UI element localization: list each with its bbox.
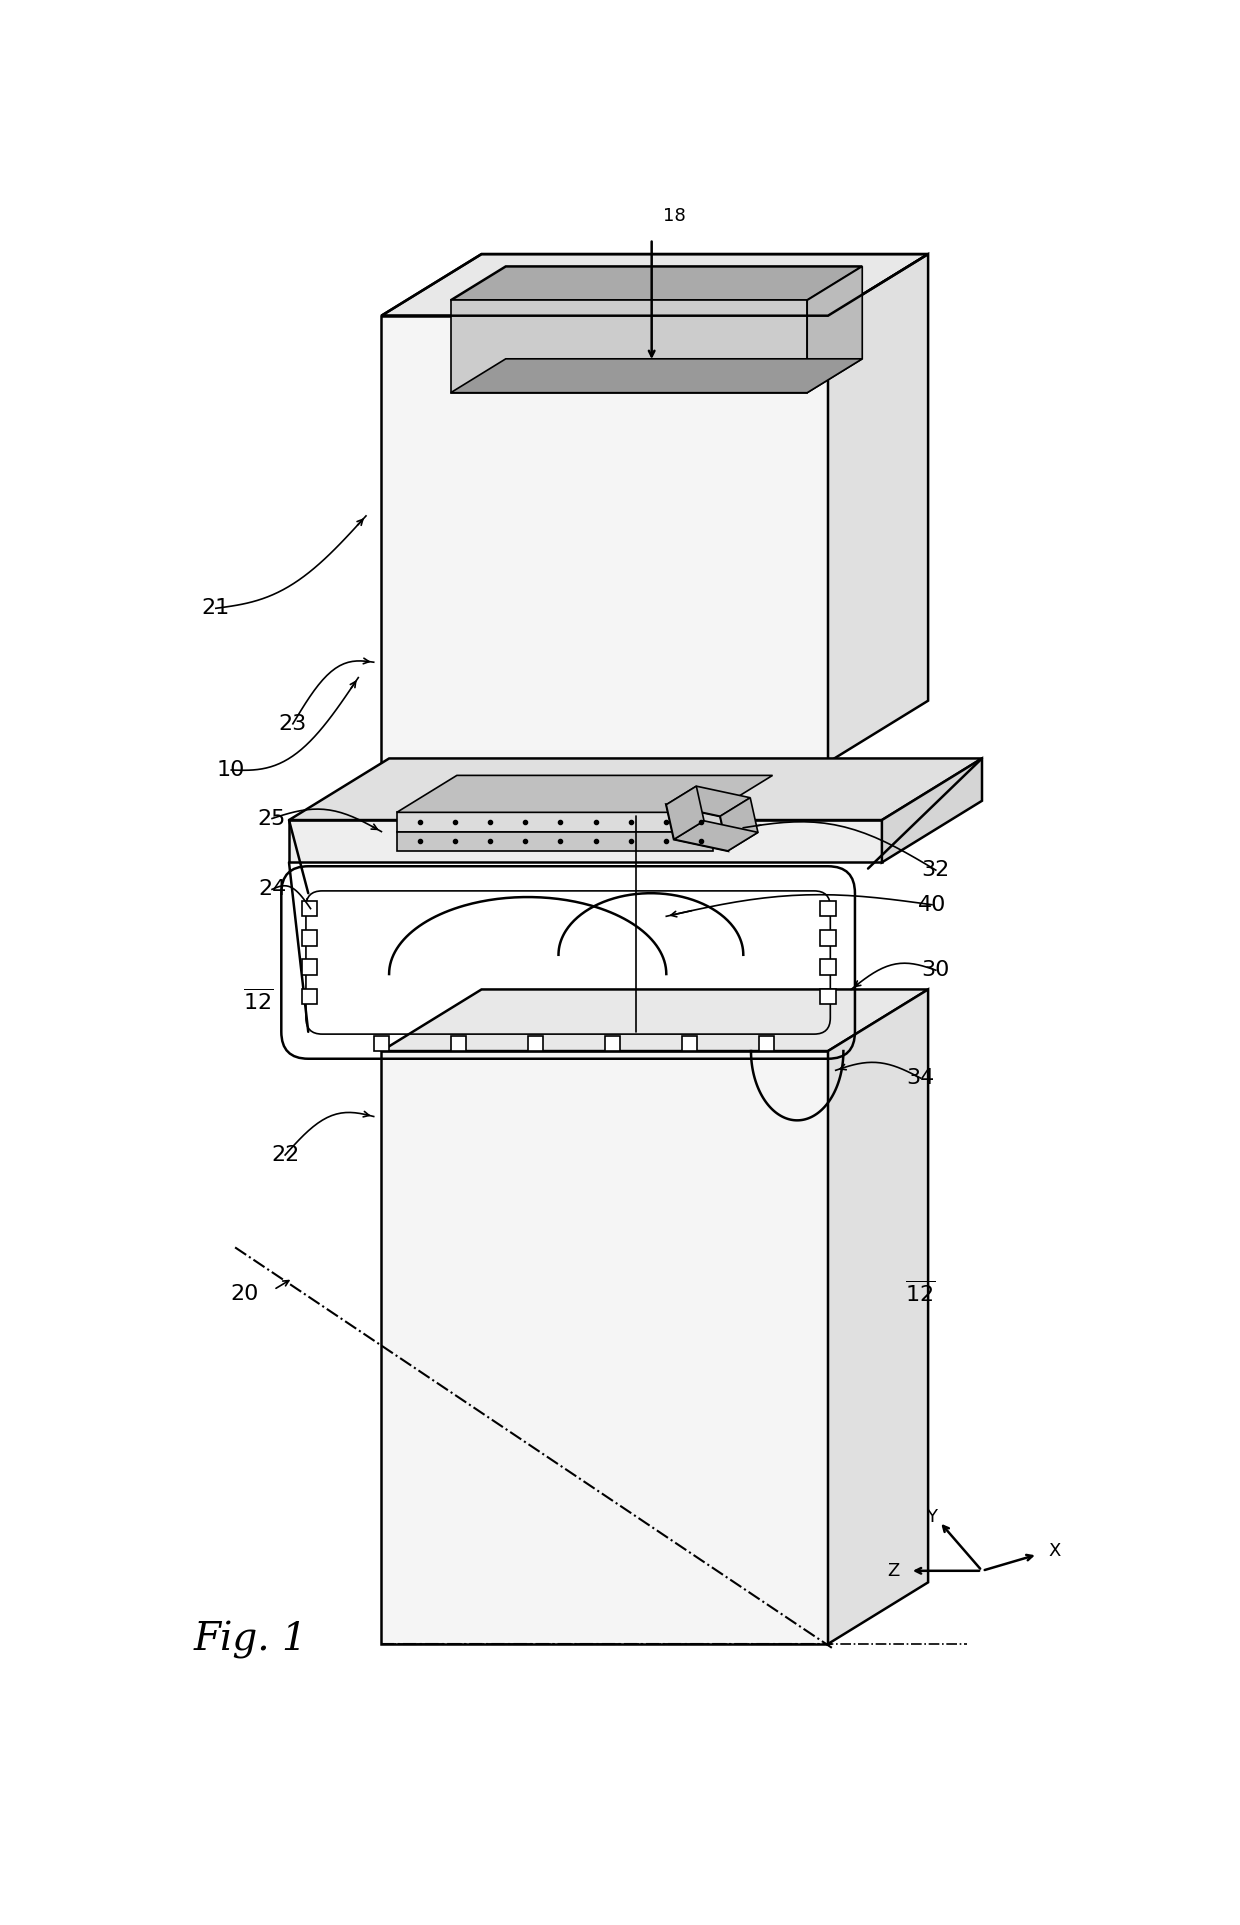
Polygon shape	[397, 832, 713, 851]
Bar	[303, 959, 317, 974]
Bar	[759, 1036, 774, 1051]
Polygon shape	[882, 758, 982, 862]
Bar	[373, 1036, 389, 1051]
Text: 18: 18	[663, 206, 686, 225]
Text: 23: 23	[279, 714, 308, 733]
Text: Fig. 1: Fig. 1	[193, 1621, 308, 1659]
Polygon shape	[397, 812, 713, 832]
Polygon shape	[289, 820, 882, 862]
Text: Y: Y	[925, 1507, 936, 1527]
Text: 24: 24	[258, 880, 286, 899]
Polygon shape	[828, 254, 928, 762]
Bar	[682, 1036, 697, 1051]
Bar	[821, 930, 836, 945]
Text: 21: 21	[202, 599, 229, 618]
Bar	[528, 1036, 543, 1051]
Polygon shape	[720, 797, 758, 851]
Polygon shape	[382, 989, 928, 1051]
Text: $\overline{12}$: $\overline{12}$	[243, 988, 273, 1014]
Bar	[450, 1036, 466, 1051]
Bar	[821, 989, 836, 1005]
Polygon shape	[382, 316, 828, 762]
Text: 34: 34	[906, 1068, 935, 1088]
Text: X: X	[1049, 1542, 1061, 1559]
Bar	[303, 901, 317, 916]
Polygon shape	[675, 820, 758, 851]
Text: 30: 30	[921, 961, 950, 980]
Text: 20: 20	[231, 1284, 258, 1303]
Polygon shape	[382, 254, 928, 316]
Polygon shape	[397, 776, 773, 812]
Text: Z: Z	[888, 1561, 899, 1580]
Polygon shape	[450, 300, 807, 393]
Text: $\overline{12}$: $\overline{12}$	[905, 1280, 935, 1307]
Polygon shape	[382, 1051, 828, 1644]
Polygon shape	[289, 758, 982, 820]
Bar	[821, 959, 836, 974]
Polygon shape	[666, 805, 728, 851]
Text: 22: 22	[272, 1145, 299, 1165]
Bar	[303, 930, 317, 945]
Bar	[605, 1036, 620, 1051]
Polygon shape	[666, 785, 704, 839]
Text: 40: 40	[918, 895, 946, 914]
Polygon shape	[828, 989, 928, 1644]
Text: 10: 10	[217, 760, 246, 780]
Bar	[821, 901, 836, 916]
Bar	[303, 989, 317, 1005]
Polygon shape	[666, 785, 750, 816]
Text: 32: 32	[921, 860, 950, 880]
Polygon shape	[450, 266, 862, 300]
Text: 25: 25	[258, 808, 286, 828]
Polygon shape	[450, 358, 862, 393]
Polygon shape	[807, 266, 862, 393]
